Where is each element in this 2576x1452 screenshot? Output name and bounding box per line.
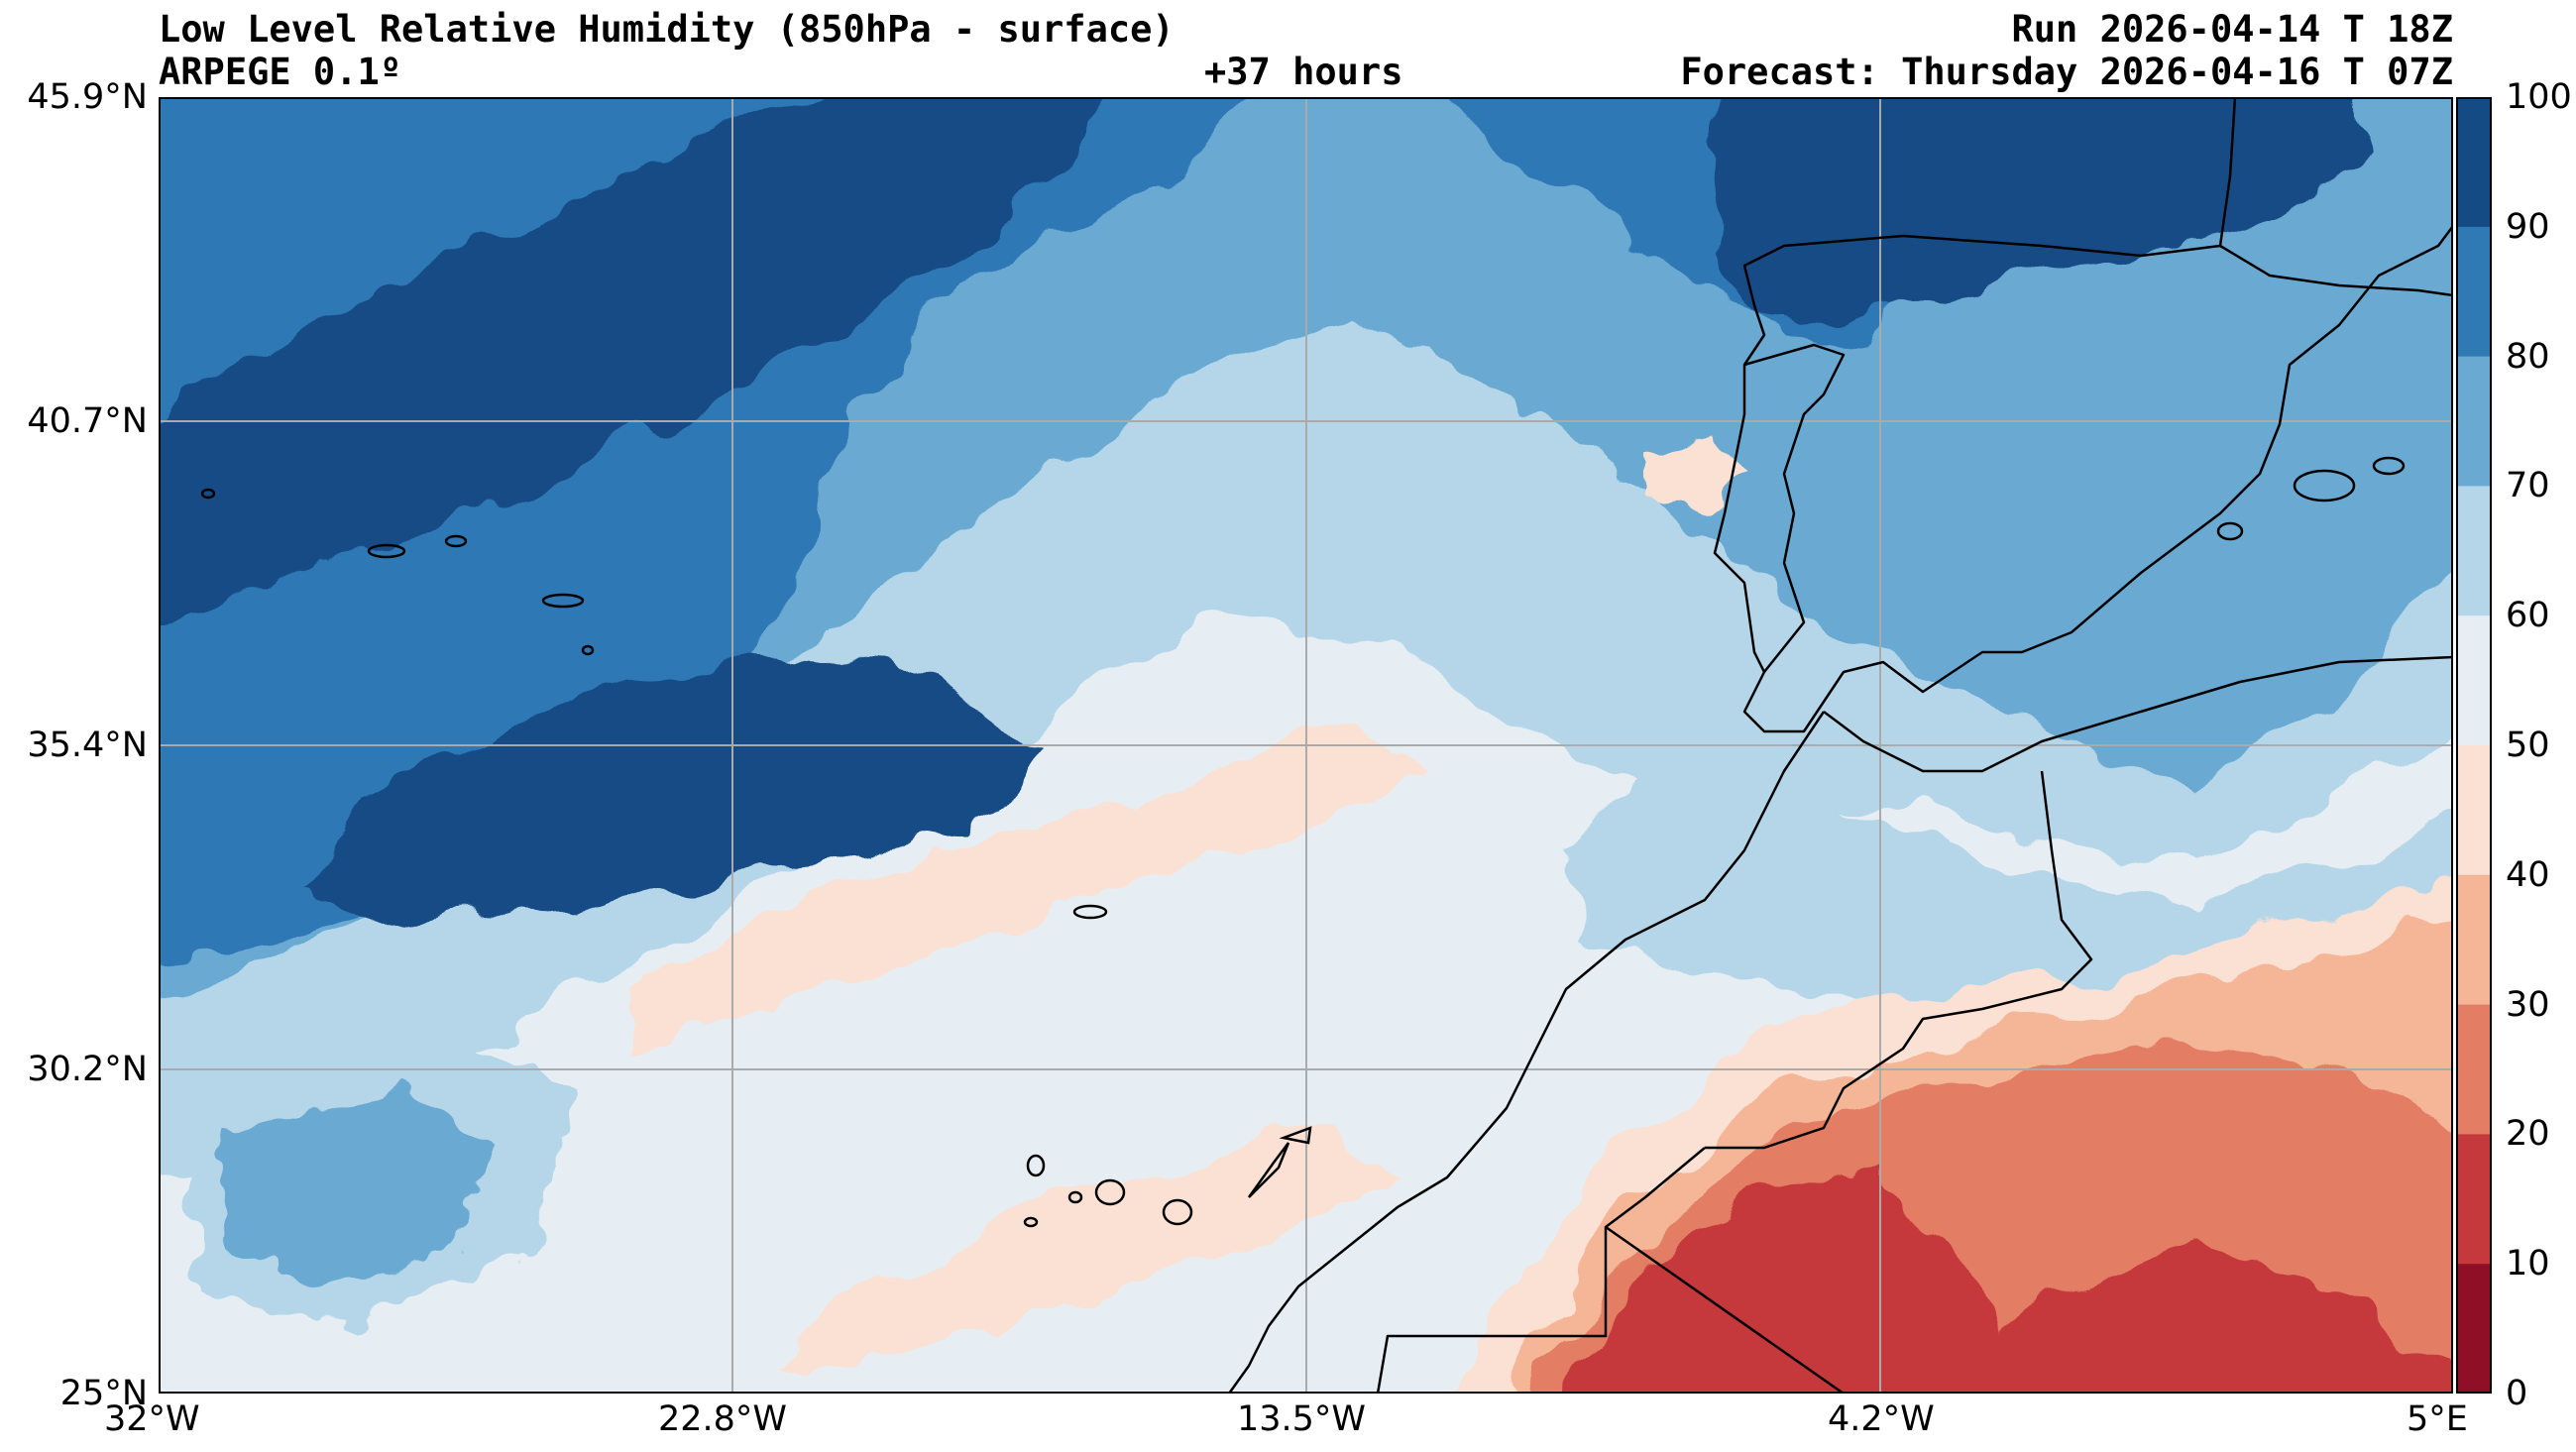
rh-90-100-band-a bbox=[159, 97, 1120, 619]
rh-40-50-west-band bbox=[634, 731, 1427, 1049]
colorbar-swatch bbox=[2456, 226, 2492, 358]
africa-north-coast bbox=[1823, 655, 2453, 773]
island-canary bbox=[1094, 1178, 1126, 1206]
colorbar-swatch bbox=[2456, 874, 2492, 1006]
colorbar-tick-label: 50 bbox=[2506, 726, 2550, 765]
colorbar-tick-label: 60 bbox=[2506, 596, 2550, 636]
island-azores bbox=[444, 534, 468, 548]
colorbar-swatches bbox=[2456, 97, 2492, 1395]
africa-coastline bbox=[1227, 711, 1826, 1394]
iberia-coastline bbox=[1713, 97, 2453, 733]
colorbar-swatch bbox=[2456, 1134, 2492, 1265]
colorbar-tick-label: 80 bbox=[2506, 336, 2550, 377]
island-canary bbox=[1162, 1198, 1193, 1226]
colorbar-tick-label: 10 bbox=[2506, 1244, 2550, 1284]
colorbar-tick-label: 70 bbox=[2506, 466, 2550, 506]
lat-tick-label: 40.7°N bbox=[27, 401, 148, 441]
colorbar-tick-label: 40 bbox=[2506, 854, 2550, 895]
lat-tick-label: 25°N bbox=[59, 1374, 148, 1413]
island-balearic bbox=[2216, 521, 2244, 541]
western-sahara-border bbox=[1376, 1147, 1706, 1394]
colorbar-tick-label: 20 bbox=[2506, 1114, 2550, 1155]
island-canary bbox=[1023, 1216, 1039, 1228]
portugal-border bbox=[1743, 343, 1846, 673]
island-canary bbox=[1279, 1126, 1312, 1145]
island-balearic bbox=[2293, 469, 2356, 503]
colorbar-swatch bbox=[2456, 356, 2492, 487]
colorbar-swatch bbox=[2456, 745, 2492, 876]
gridlines bbox=[159, 97, 2453, 1394]
humidity-map[interactable] bbox=[159, 97, 2453, 1394]
map-frame bbox=[159, 97, 2453, 1394]
lon-tick-label: 32°W bbox=[104, 1399, 200, 1439]
island-azores bbox=[541, 593, 585, 609]
colorbar-tick-label: 100 bbox=[2506, 77, 2572, 117]
island-madeira bbox=[1072, 904, 1108, 920]
island-canary bbox=[1026, 1154, 1046, 1177]
coastlines bbox=[1227, 97, 2453, 1394]
lon-tick-label: 4.2°W bbox=[1828, 1399, 1935, 1439]
island-balearic bbox=[2372, 456, 2406, 476]
colorbar-tick-label: 30 bbox=[2506, 984, 2550, 1025]
rh-90-100-band-b bbox=[307, 652, 1031, 930]
lat-tick-label: 30.2°N bbox=[27, 1050, 148, 1089]
run-time: Run 2026-04-14 T 18Z bbox=[2011, 8, 2453, 51]
map-title: Low Level Relative Humidity (850hPa - su… bbox=[159, 8, 1175, 51]
model-label: ARPEGE 0.1º bbox=[159, 51, 402, 93]
forecast-time: Forecast: Thursday 2026-04-16 T 07Z bbox=[1680, 51, 2453, 93]
colorbar-swatch bbox=[2456, 97, 2492, 228]
rh-70-80-patch-atlantic-sw bbox=[218, 1088, 496, 1286]
france-spain-border bbox=[2219, 244, 2453, 297]
colorbar-tick-label: 90 bbox=[2506, 206, 2550, 247]
rh-10-20-south bbox=[1566, 1168, 2453, 1394]
lon-tick-label: 22.8°W bbox=[658, 1399, 788, 1439]
lead-time: +37 hours bbox=[1204, 51, 1403, 93]
lat-tick-label: 45.9°N bbox=[27, 77, 148, 117]
lon-tick-label: 13.5°W bbox=[1237, 1399, 1367, 1439]
colorbar bbox=[2456, 97, 2492, 1395]
colorbar-swatch bbox=[2456, 486, 2492, 616]
islands bbox=[200, 456, 2406, 1228]
island-azores bbox=[581, 644, 595, 656]
island-azores bbox=[367, 543, 406, 559]
rh-40-50-patch-iberia bbox=[1645, 434, 1744, 513]
island-azores bbox=[200, 488, 216, 500]
lon-tick-label: 5°E bbox=[2407, 1399, 2468, 1439]
mauritania-border bbox=[1605, 1225, 1845, 1394]
colorbar-swatch bbox=[2456, 615, 2492, 746]
colorbar-tick-label: 0 bbox=[2506, 1374, 2528, 1413]
colorbar-swatch bbox=[2456, 1264, 2492, 1395]
lat-tick-label: 35.4°N bbox=[27, 726, 148, 765]
island-canary bbox=[1067, 1190, 1083, 1204]
colorbar-swatch bbox=[2456, 1004, 2492, 1135]
rh-40-50-canaries bbox=[773, 1128, 1398, 1366]
island-canary bbox=[1247, 1142, 1290, 1198]
map-canvas bbox=[159, 97, 2453, 1394]
rh-90-100-band-c bbox=[1705, 97, 2369, 325]
morocco-algeria-border bbox=[1705, 770, 2093, 1150]
